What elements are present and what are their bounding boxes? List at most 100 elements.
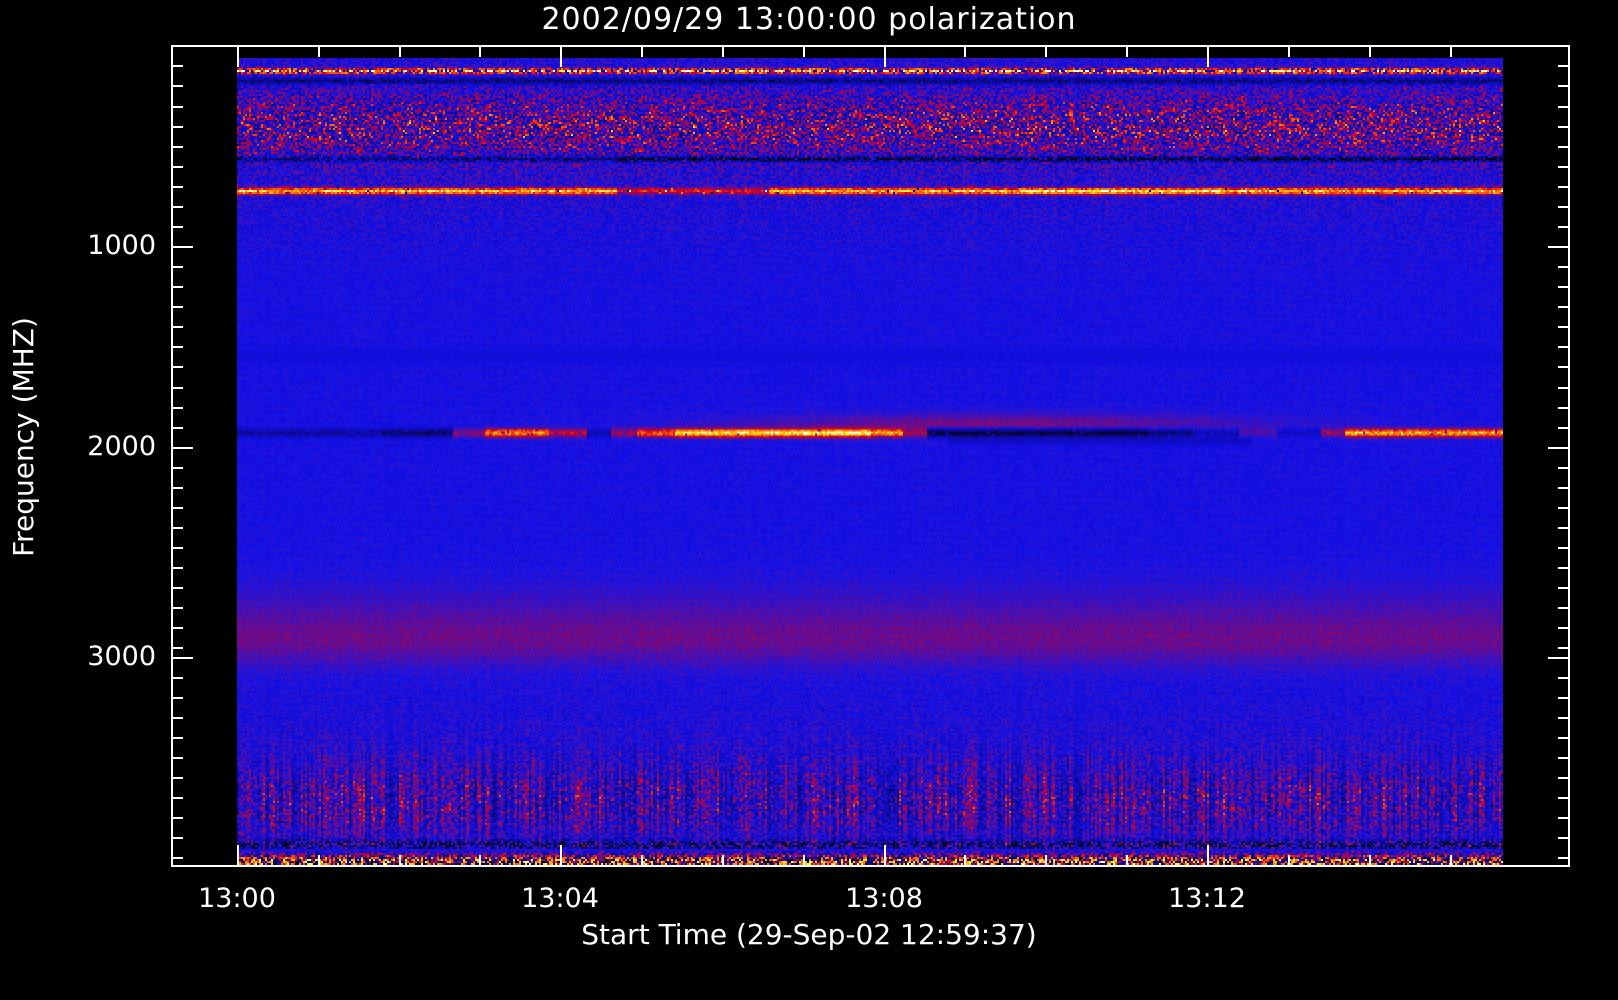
y-tick-minor (171, 387, 183, 389)
y-tick-minor (171, 346, 183, 348)
y-tick-minor-right (1558, 266, 1570, 268)
y-tick-minor (171, 487, 183, 489)
y-tick-minor-right (1558, 677, 1570, 679)
y-tick-minor (171, 677, 183, 679)
x-tick-minor-top (641, 45, 643, 57)
x-tick-minor (964, 855, 966, 867)
y-tick-minor-right (1558, 487, 1570, 489)
x-tick-label: 13:08 (845, 883, 923, 914)
x-tick-minor-top (1369, 45, 1371, 57)
y-tick-minor-right (1558, 206, 1570, 208)
y-tick-minor-right (1558, 797, 1570, 799)
y-tick-minor-right (1558, 387, 1570, 389)
x-tick-minor-top (1045, 45, 1047, 57)
x-tick-major-top (884, 45, 886, 67)
y-tick-minor (171, 206, 183, 208)
x-tick-minor-top (318, 45, 320, 57)
y-tick-minor-right (1558, 817, 1570, 819)
y-tick-label: 2000 (87, 431, 156, 462)
y-tick-minor (171, 286, 183, 288)
y-tick-minor-right (1558, 306, 1570, 308)
y-tick-minor-right (1558, 407, 1570, 409)
y-tick-minor (171, 266, 183, 268)
y-tick-minor (171, 777, 183, 779)
y-tick-minor (171, 126, 183, 128)
y-tick-minor-right (1558, 166, 1570, 168)
x-tick-label: 13:12 (1168, 883, 1246, 914)
y-tick-minor-right (1558, 146, 1570, 148)
y-tick-minor (171, 467, 183, 469)
y-tick-minor (171, 737, 183, 739)
x-axis-title: Start Time (29-Sep-02 12:59:37) (581, 918, 1037, 951)
y-tick-minor-right (1558, 126, 1570, 128)
y-tick-minor (171, 65, 183, 67)
spectrogram-canvas (237, 58, 1503, 865)
y-tick-minor (171, 837, 183, 839)
y-tick-minor (171, 527, 183, 529)
y-tick-major (171, 246, 193, 248)
x-tick-major-top (1207, 45, 1209, 67)
y-tick-minor (171, 547, 183, 549)
x-tick-minor (641, 855, 643, 867)
x-tick-minor-top (1126, 45, 1128, 57)
y-tick-minor-right (1558, 65, 1570, 67)
y-tick-minor (171, 427, 183, 429)
y-tick-minor-right (1558, 527, 1570, 529)
x-tick-minor (1369, 855, 1371, 867)
y-tick-minor-right (1558, 85, 1570, 87)
y-tick-minor-right (1558, 346, 1570, 348)
y-tick-minor-right (1558, 366, 1570, 368)
spectrogram-image (237, 58, 1503, 865)
y-tick-major-right (1548, 246, 1570, 248)
y-tick-major (171, 657, 193, 659)
y-tick-minor (171, 857, 183, 859)
x-tick-minor-top (1288, 45, 1290, 57)
y-tick-minor (171, 226, 183, 228)
y-tick-minor (171, 106, 183, 108)
x-tick-minor-top (722, 45, 724, 57)
x-tick-minor (1045, 855, 1047, 867)
x-tick-minor-top (803, 45, 805, 57)
x-tick-label: 13:04 (521, 883, 599, 914)
y-tick-minor-right (1558, 587, 1570, 589)
x-tick-major (560, 845, 562, 867)
y-axis-title: Frequency (MHZ) (7, 317, 40, 557)
y-tick-minor (171, 587, 183, 589)
x-tick-minor-top (1450, 45, 1452, 57)
x-tick-label: 13:00 (198, 883, 276, 914)
x-tick-minor (1450, 855, 1452, 867)
y-tick-minor (171, 697, 183, 699)
x-tick-minor-top (479, 45, 481, 57)
y-tick-minor-right (1558, 507, 1570, 509)
y-tick-minor (171, 407, 183, 409)
y-tick-minor-right (1558, 286, 1570, 288)
x-tick-major (1207, 845, 1209, 867)
y-tick-minor-right (1558, 857, 1570, 859)
y-tick-minor (171, 627, 183, 629)
y-tick-minor-right (1558, 106, 1570, 108)
y-tick-minor (171, 306, 183, 308)
x-tick-minor (722, 855, 724, 867)
x-tick-minor (318, 855, 320, 867)
y-tick-minor-right (1558, 757, 1570, 759)
y-tick-minor-right (1558, 777, 1570, 779)
y-tick-minor (171, 507, 183, 509)
y-tick-minor-right (1558, 717, 1570, 719)
y-tick-minor (171, 647, 183, 649)
y-tick-minor (171, 186, 183, 188)
x-tick-minor-top (964, 45, 966, 57)
y-tick-minor (171, 817, 183, 819)
y-tick-minor-right (1558, 186, 1570, 188)
page-title: 2002/09/29 13:00:00 polarization (541, 2, 1077, 37)
x-tick-major (884, 845, 886, 867)
x-tick-major-top (237, 45, 239, 67)
y-tick-minor-right (1558, 326, 1570, 328)
y-tick-minor-right (1558, 427, 1570, 429)
y-tick-minor-right (1558, 567, 1570, 569)
y-tick-label: 1000 (87, 230, 156, 261)
y-tick-minor-right (1558, 737, 1570, 739)
y-tick-major-right (1548, 657, 1570, 659)
y-tick-major (171, 447, 193, 449)
y-tick-minor (171, 146, 183, 148)
